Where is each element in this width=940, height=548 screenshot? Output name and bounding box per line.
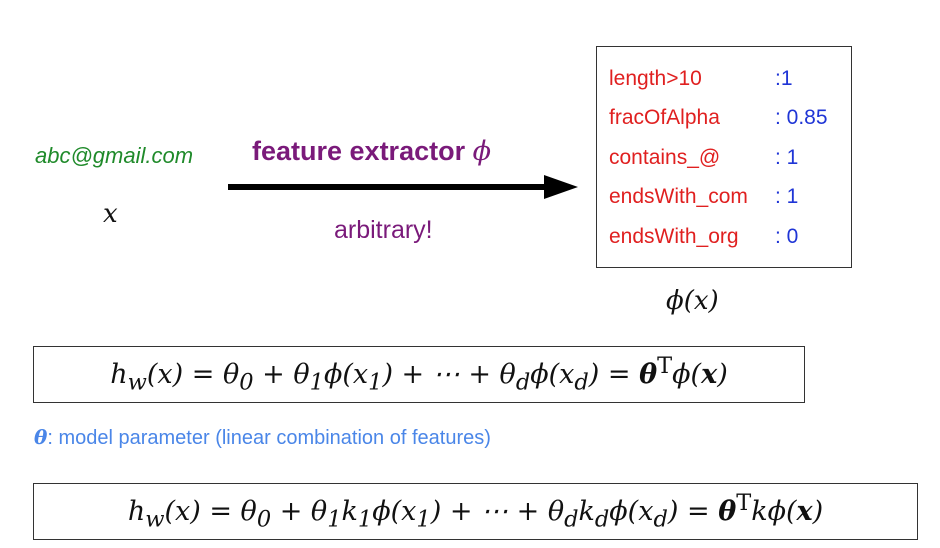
feature-row: contains_@ : 1 [609, 138, 841, 178]
feature-value: : 0 [775, 224, 799, 248]
feature-row: endsWith_com : 1 [609, 178, 841, 218]
feature-extractor-text: feature extractor [252, 136, 466, 166]
feature-row: endsWith_org : 0 [609, 217, 841, 257]
theta-symbol: θ [34, 425, 48, 449]
parameter-note: θ: model parameter (linear combination o… [34, 425, 491, 450]
parameter-note-text: : model parameter (linear combination of… [47, 427, 491, 449]
feature-value: : 1 [775, 145, 799, 169]
feature-vector-box: length>10 :1 fracOfAlpha : 0.85 contains… [596, 46, 852, 268]
feature-name: endsWith_org [609, 224, 739, 248]
arbitrary-label: arbitrary! [334, 216, 433, 244]
feature-extractor-label: feature extractor ϕ [252, 136, 491, 167]
feature-name: fracOfAlpha [609, 106, 720, 130]
input-variable: x [103, 199, 118, 229]
input-email: abc@gmail.com [35, 143, 194, 168]
feature-row: length>10 :1 [609, 59, 841, 99]
phi-symbol: ϕ [472, 136, 492, 167]
weighted-hypothesis-equation: hw(x) = θ0 + θ1k1ϕ(x1) + ⋯ + θdkdϕ(xd) =… [33, 483, 918, 540]
feature-name: endsWith_com [609, 185, 748, 209]
feature-value: :1 [775, 66, 793, 90]
feature-value: : 1 [775, 185, 799, 209]
feature-name: length>10 [609, 66, 702, 90]
feature-name: contains_@ [609, 145, 721, 169]
hypothesis-equation: hw(x) = θ0 + θ1ϕ(x1) + ⋯ + θdϕ(xd) = θTϕ… [33, 346, 805, 403]
arrow-icon [228, 175, 578, 199]
feature-row: fracOfAlpha : 0.85 [609, 99, 841, 139]
output-variable: ϕ(x) [666, 286, 719, 316]
feature-value: : 0.85 [775, 106, 828, 130]
